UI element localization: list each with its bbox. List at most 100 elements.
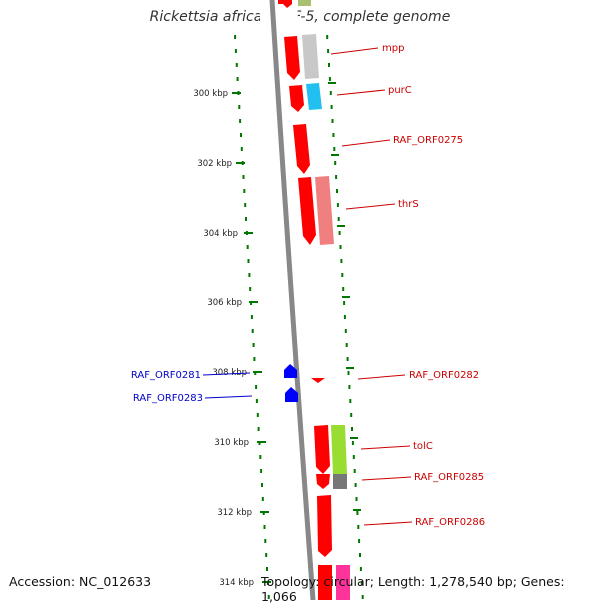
guide-dot (240, 147, 243, 151)
accession-text: Accession: NC_012633 (9, 574, 152, 589)
gene-arrow-orf285 (316, 474, 330, 489)
tick-label-310: 310 kbp (214, 438, 249, 448)
gene-label-orf282: RAF_ORF0282 (409, 370, 479, 381)
guide-track-right (326, 35, 364, 599)
reverse-genes (284, 364, 298, 402)
cog-block-mpp (302, 34, 319, 79)
guide-dot (359, 567, 362, 571)
guide-dot (267, 595, 270, 599)
guide-dot (234, 49, 237, 53)
guide-dot (249, 287, 252, 291)
tick-label-302: 302 kbp (197, 159, 232, 169)
label-leaders (202, 47, 413, 526)
guide-dot (343, 315, 346, 319)
guide-dot (329, 91, 332, 95)
guide-dot (341, 273, 344, 277)
guide-dot (349, 399, 352, 403)
guide-dot (265, 553, 268, 557)
guide-dot (351, 441, 354, 445)
guide-dot (335, 175, 338, 179)
guide-dot (263, 525, 266, 529)
guide-dot (248, 273, 251, 277)
forward-genes (278, 0, 332, 600)
backbone-line (269, 0, 316, 600)
guide-dot (336, 203, 339, 207)
guide-dot (240, 133, 242, 137)
gene-arrow (278, 0, 292, 8)
gene-label-tolC: tolC (413, 441, 433, 452)
gene-arrow-orf286 (317, 495, 332, 557)
guide-dot (350, 413, 353, 417)
guide-dot (347, 371, 350, 375)
guide-dot (355, 497, 358, 501)
gene-arrow-thrS (298, 177, 316, 245)
tick-label-308: 308 kbp (212, 368, 247, 378)
cog-block-thrS (315, 176, 334, 245)
tick-label-314: 314 kbp (219, 578, 254, 588)
gene-arrow-orf281 (284, 364, 297, 378)
tick-label-300: 300 kbp (193, 89, 228, 99)
guide-dot (342, 287, 345, 291)
guide-dot (334, 161, 337, 165)
guide-dot (235, 63, 238, 67)
guide-dot (243, 189, 246, 193)
guide-dot (340, 259, 343, 263)
guide-dot (354, 483, 357, 487)
gene-label-mpp: mpp (382, 43, 404, 54)
tick-label-306: 306 kbp (207, 298, 242, 308)
tick-marks (232, 82, 361, 583)
guide-dot (338, 231, 341, 235)
guide-dot (238, 105, 241, 109)
guide-dot (357, 525, 360, 529)
guide-dot (358, 539, 361, 543)
guide-dot (361, 595, 364, 599)
guide-dot (253, 357, 256, 361)
guide-dot (348, 385, 351, 389)
guide-dot (328, 63, 330, 67)
gene-label-orf286: RAF_ORF0286 (415, 517, 485, 528)
guide-dot (352, 455, 355, 459)
guide-dot (264, 539, 267, 543)
gene-label-orf285: RAF_ORF0285 (414, 472, 484, 483)
guide-dot (244, 203, 247, 207)
guide-dot (242, 175, 245, 179)
guide-dot (250, 315, 253, 319)
guide-dot (251, 329, 254, 333)
guide-dot (356, 511, 359, 515)
tick-label-312: 312 kbp (217, 508, 252, 518)
map-title: Rickettsia africae ESF-5, complete genom… (149, 9, 451, 25)
guide-dot (246, 245, 249, 249)
guide-dot (261, 497, 264, 501)
gene-arrow-orf275 (293, 124, 310, 174)
guide-dot (345, 343, 348, 347)
guide-dot (353, 469, 356, 473)
guide-dot (236, 77, 239, 81)
gene-arrow-mpp (284, 36, 300, 80)
guide-dot (257, 427, 260, 431)
cog-block-purC (306, 83, 322, 110)
gene-label-orf275: RAF_ORF0275 (393, 135, 463, 146)
guide-dot (331, 119, 334, 123)
guide-dot (261, 483, 263, 487)
guide-dot (245, 217, 247, 221)
guide-dot (252, 343, 255, 347)
guide-dot (327, 49, 330, 53)
gene-label-orf283: RAF_ORF0283 (133, 393, 203, 404)
guide-dot (260, 469, 263, 473)
guide-dot (328, 77, 331, 81)
tick-label-304: 304 kbp (203, 229, 238, 239)
guide-dot (346, 357, 349, 361)
guide-dot (255, 399, 258, 403)
guide-dot (360, 581, 363, 585)
guide-dot (256, 413, 259, 417)
guide-dot (344, 329, 347, 333)
guide-dot (326, 35, 329, 39)
gene-arrow-orf283 (285, 387, 298, 402)
cog-block-orf285 (333, 474, 347, 489)
gene-arrow-purC (289, 85, 304, 112)
guide-dot (359, 553, 361, 557)
gene-arrow (318, 565, 332, 600)
guide-dot (339, 245, 342, 249)
guide-dot (266, 567, 268, 571)
